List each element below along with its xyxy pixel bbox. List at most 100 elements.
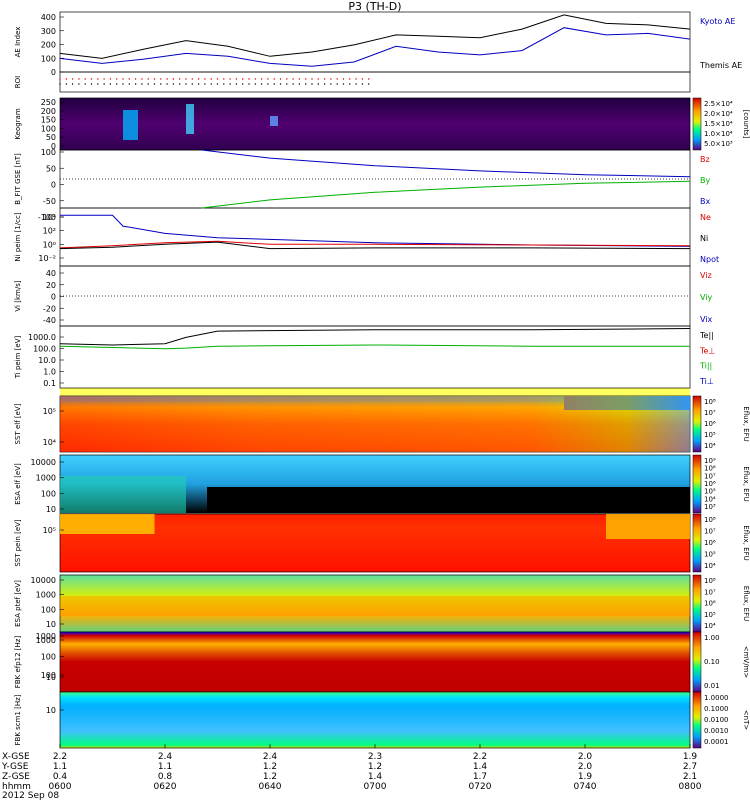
roi-marker <box>336 83 338 85</box>
esa-ion-axis-title: ESA ptef [eV] <box>14 580 22 627</box>
velocity-legend-entry: Viy <box>700 293 713 302</box>
roi-marker <box>153 78 156 80</box>
density-ytick-label: 10⁴ <box>43 213 56 222</box>
bfield-ytick-label: 0 <box>51 181 56 190</box>
density-legend-entry: Ni <box>700 234 708 243</box>
sst-ion-late-region <box>606 514 690 539</box>
esa-ion-colorbar-tick: 10⁸ <box>704 577 716 585</box>
roi-marker <box>235 83 238 85</box>
roi-marker <box>267 78 269 80</box>
velocity-axis-title: Vi [km/s] <box>14 280 22 311</box>
esa-electron-colorbar-tick: 10⁸ <box>704 465 716 473</box>
sst-ion-axis-title: SST pein [eV] <box>14 519 22 567</box>
roi-marker <box>109 83 112 85</box>
fbk-b-axis-title: FBK scm1 [Hz] <box>14 694 22 745</box>
time-axis-value: 0.4 <box>52 772 68 782</box>
keogram-ytick-label: 200 <box>41 107 56 116</box>
roi-marker <box>204 78 206 80</box>
esa-electron-axis-title: ESA elf [eV] <box>14 463 22 505</box>
keogram-colorbar-tick: 1.0×10⁴ <box>704 130 733 138</box>
sst-electron-colorbar-tick: 10⁸ <box>704 398 716 406</box>
bfield-ytick-label: -50 <box>43 197 56 206</box>
roi-marker <box>223 83 225 85</box>
roi-marker <box>305 78 307 80</box>
roi-marker <box>59 83 61 85</box>
ae-ytick-label: 300 <box>41 27 56 36</box>
roi-marker <box>166 83 168 85</box>
esa-electron-colorbar-label: Eflux, EFU <box>742 466 750 501</box>
bfield-legend-entry: Bx <box>700 197 710 206</box>
sst-ion-colorbar-tick: 10⁴ <box>704 562 716 570</box>
roi-marker <box>122 83 124 85</box>
roi-marker <box>153 83 156 85</box>
roi-marker <box>204 83 206 85</box>
roi-marker <box>128 78 130 80</box>
roi-marker <box>323 83 326 85</box>
sst-ion-ytick-label: 10⁵ <box>43 526 56 535</box>
temperature-frame <box>59 325 691 389</box>
time-axis-value: 1.2 <box>262 772 278 782</box>
time-axis-value: 1.9 <box>682 752 698 762</box>
velocity-ytick-label: 20 <box>46 281 56 290</box>
roi-marker <box>342 83 345 85</box>
sst-electron-ytick-label: 10⁵ <box>43 407 56 416</box>
esa-ion-heatmap <box>60 575 690 632</box>
density-ytick-label: 10⁰ <box>43 240 56 249</box>
roi-marker <box>242 83 244 85</box>
roi-marker <box>97 83 99 85</box>
bfield-ytick-label: -100 <box>38 213 56 222</box>
roi-marker <box>286 78 288 80</box>
roi-marker <box>260 78 263 80</box>
roi-marker <box>65 78 68 80</box>
fbk-b-colorbar-label: <nT> <box>742 710 750 731</box>
velocity-legend-entry: Viz <box>700 271 712 280</box>
temperature-series-line <box>59 328 691 346</box>
keogram-feature <box>270 116 278 126</box>
sst-ion-upper-region <box>60 514 155 534</box>
roi-marker <box>242 78 244 80</box>
fbk-b-colorbar-tick: 0.0100 <box>704 716 729 724</box>
sst-electron-axis-title: SST elf [eV] <box>14 403 22 444</box>
temperature-legend-entry: Te⊥ <box>699 346 715 355</box>
roi-marker <box>361 83 364 85</box>
roi-marker <box>210 83 212 85</box>
roi-marker <box>279 83 282 85</box>
time-axis-value: 2.4 <box>157 752 173 762</box>
temperature-ytick-label: 1000.0 <box>28 333 56 342</box>
esa-ion-colorbar-tick: 10⁷ <box>704 588 716 596</box>
ae-ytick-label: 0 <box>51 68 56 77</box>
time-axis-value: 1.1 <box>157 762 173 772</box>
roi-marker <box>78 78 80 80</box>
fbk-b-ytick-label: 10 <box>46 706 56 715</box>
roi-marker <box>134 83 137 85</box>
time-axis-value: 2.2 <box>52 752 68 762</box>
roi-marker <box>197 78 200 80</box>
esa-ion-colorbar-tick: 10⁵ <box>704 611 716 619</box>
roi-marker <box>273 78 275 80</box>
temperature-series-line <box>59 344 690 350</box>
roi-marker <box>216 83 219 85</box>
roi-marker <box>368 83 370 85</box>
esa-electron-colorbar-tick: 10⁷ <box>704 472 716 480</box>
fbk-b-colorbar-tick: 0.0001 <box>704 738 729 746</box>
roi-marker <box>103 83 105 85</box>
keogram-heatmap <box>60 98 690 150</box>
sst-electron-colorbar-tick: 10⁶ <box>704 420 716 428</box>
roi-marker <box>330 78 332 80</box>
roi-marker <box>368 78 370 80</box>
esa-electron-colorbar-tick: 10³ <box>704 503 716 511</box>
roi-marker <box>84 78 86 80</box>
fbk-e12-colorbar-tick: 1.00 <box>704 634 720 642</box>
fbk-b-colorbar-tick: 1.0000 <box>704 694 729 702</box>
temperature-legend-entry: Ti|| <box>699 362 712 371</box>
fbk-b-colorbar-tick: 0.0010 <box>704 727 729 735</box>
temperature-ytick-label: 10.0 <box>38 356 56 365</box>
roi-marker <box>65 83 68 85</box>
velocity-legend-entry: Vix <box>700 315 713 324</box>
roi-marker <box>292 78 294 80</box>
roi-marker <box>305 83 307 85</box>
esa-ion-ytick-label: 100 <box>41 605 56 614</box>
roi-marker <box>90 78 93 80</box>
roi-marker <box>185 78 187 80</box>
esa-ion-ytick-label: 10000 <box>31 576 56 585</box>
